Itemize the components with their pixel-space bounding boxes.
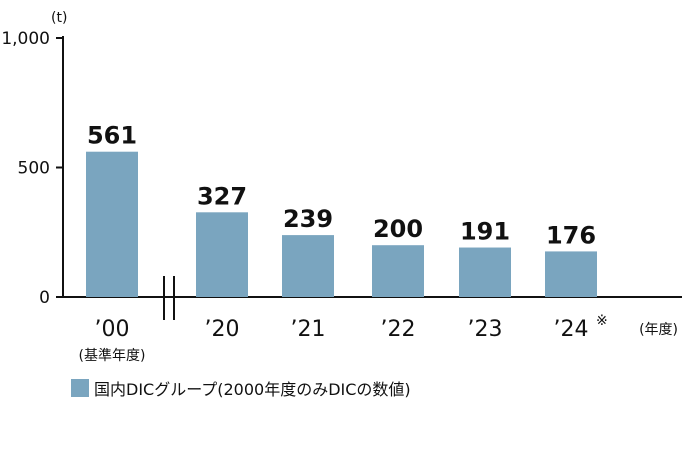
bar-value-label: 239 [283, 205, 333, 233]
base-year-label: (基準年度) [79, 347, 146, 364]
bar-value-label: 176 [546, 221, 596, 249]
bars: 561 ’00 327 ’20 239 ’21 200 ’22 191 ’23 176 ’24 ※ [86, 122, 608, 342]
bar [86, 151, 138, 297]
y-axis: (t) 1,000 500 0 [1, 10, 67, 308]
bar-value-label: 327 [197, 182, 247, 210]
bar [459, 247, 511, 297]
legend-swatch [71, 379, 89, 397]
bar-value-label: 191 [460, 218, 510, 246]
y-axis-unit-label: (t) [51, 10, 67, 26]
bar [545, 251, 597, 297]
bar [196, 212, 248, 297]
bar-value-label: 200 [373, 215, 423, 243]
x-category-label: ’24 [554, 317, 589, 342]
legend-label: 国内DICグループ(2000年度のみDICの数値) [94, 380, 411, 399]
category-note-mark: ※ [596, 313, 608, 329]
y-tick-label: 0 [39, 288, 50, 308]
axis-break-mark [163, 276, 175, 320]
x-category-label: ’22 [381, 317, 416, 342]
x-category-label: ’21 [291, 317, 326, 342]
bar [372, 245, 424, 297]
x-category-label: ’20 [205, 317, 240, 342]
y-tick-label: 500 [18, 159, 50, 179]
x-category-label: ’00 [95, 317, 130, 342]
x-category-label: ’23 [468, 317, 503, 342]
legend: 国内DICグループ(2000年度のみDICの数値) [71, 379, 411, 399]
y-tick-label: 1,000 [1, 29, 50, 49]
x-axis-unit-label: (年度) [639, 322, 678, 338]
bar-value-label: 561 [87, 122, 137, 150]
bar [282, 235, 334, 297]
